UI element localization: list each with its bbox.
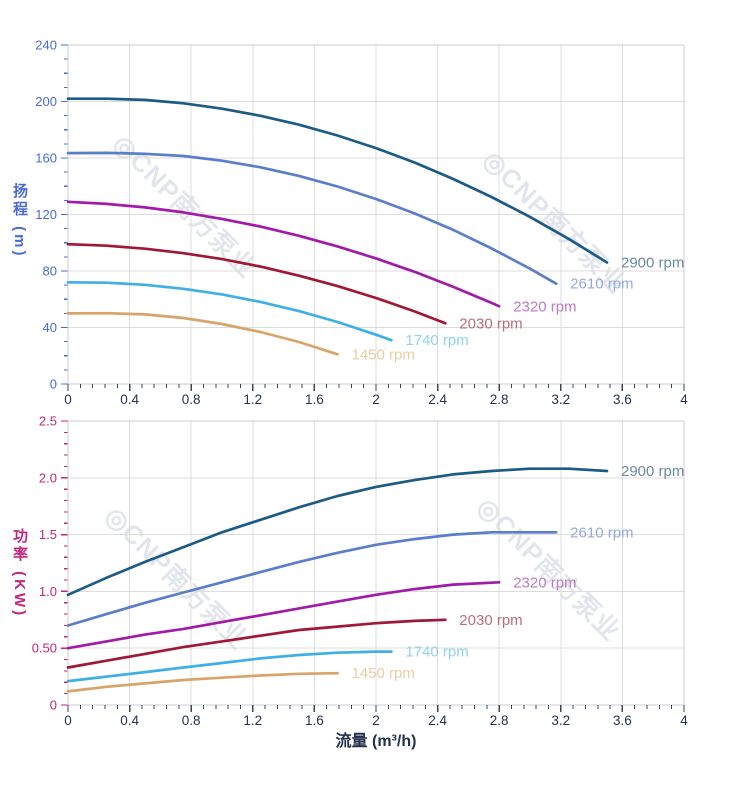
y-tick-label: 1.5	[39, 527, 57, 542]
x-tick-label: 0.4	[120, 713, 139, 728]
series-label-2030-rpm: 2030 rpm	[459, 612, 522, 629]
y-tick-label: 0.50	[32, 641, 57, 656]
curve-1450-rpm	[66, 671, 339, 693]
curve-2030-rpm	[66, 618, 447, 669]
x-tick-label: 1.2	[243, 392, 262, 407]
series-label-1740-rpm: 1740 rpm	[405, 332, 468, 349]
x-tick-label: 4	[680, 713, 688, 728]
x-tick-label: 1.6	[305, 713, 324, 728]
series-label-2900-rpm: 2900 rpm	[621, 255, 684, 272]
x-tick-label: 3.6	[613, 713, 632, 728]
curve-2610-rpm	[66, 151, 558, 286]
y-tick-label: 2.5	[39, 414, 57, 429]
x-tick-label: 3.6	[613, 392, 632, 407]
y-tick-label: 40	[43, 320, 57, 335]
x-tick-label: 4	[680, 392, 688, 407]
curve-2320-rpm	[66, 580, 501, 650]
y-tick-label: 80	[43, 264, 57, 279]
curve-1740-rpm	[66, 650, 393, 683]
y-tick-label: 0	[50, 698, 57, 713]
series-label-2320-rpm: 2320 rpm	[513, 574, 576, 591]
x-tick-label: 2	[372, 392, 380, 407]
x-tick-label: 2.4	[428, 392, 447, 407]
flow-axis-title: 流量 (m³/h)	[335, 733, 417, 750]
series-label-1740-rpm: 1740 rpm	[405, 644, 468, 661]
curve-2320-rpm	[66, 200, 501, 308]
x-tick-label: 3.2	[551, 392, 570, 407]
x-tick-label: 3.2	[551, 713, 570, 728]
x-tick-label: 2	[372, 713, 380, 728]
x-tick-label: 1.6	[305, 392, 324, 407]
curve-2610-rpm	[66, 530, 558, 627]
y-tick-label: 120	[35, 207, 57, 222]
y-tick-label: 200	[35, 94, 57, 109]
series-label-1450-rpm: 1450 rpm	[352, 346, 415, 363]
plot-area-power: 0 0.50 1.0 1.5 2.0 2.5 0 0.4 0.8 1.2 1.6 2 2.4 2.8 3.2…	[32, 414, 689, 729]
y-tick-label: 0	[50, 377, 57, 392]
series-label-1450-rpm: 1450 rpm	[352, 665, 415, 682]
x-tick-label: 0.8	[182, 713, 201, 728]
y-tick-label: 160	[35, 151, 57, 166]
curve-2900-rpm	[66, 97, 609, 264]
series-label-2030-rpm: 2030 rpm	[459, 315, 522, 332]
plot-area-head: 0 40 80 120 160 200 240 0 0.4 0.8 1.2 1.6 2 2.4 2.8 3.2…	[35, 38, 688, 408]
x-tick-label: 2.8	[490, 713, 509, 728]
curve-2900-rpm	[66, 467, 609, 597]
series-label-2610-rpm: 2610 rpm	[570, 524, 633, 541]
curve-1740-rpm	[66, 280, 393, 342]
series-label-2320-rpm: 2320 rpm	[513, 298, 576, 315]
x-tick-label: 0	[64, 713, 72, 728]
x-tick-label: 0	[64, 392, 72, 407]
x-tick-label: 0.8	[182, 392, 201, 407]
series-label-2610-rpm: 2610 rpm	[570, 276, 633, 293]
series-label-2900-rpm: 2900 rpm	[621, 463, 684, 480]
x-tick-label: 2.4	[428, 713, 447, 728]
head-axis-title: 扬程 (m)	[11, 183, 28, 259]
y-tick-label: 1.0	[39, 584, 57, 599]
curve-2030-rpm	[66, 242, 447, 325]
x-tick-label: 2.8	[490, 392, 509, 407]
y-tick-label: 240	[35, 38, 57, 53]
y-tick-label: 2.0	[39, 470, 57, 485]
x-tick-label: 1.2	[243, 713, 262, 728]
x-tick-label: 0.4	[120, 392, 139, 407]
power-axis-title: 功率 (KW)	[11, 528, 28, 619]
curve-1450-rpm	[66, 311, 339, 356]
